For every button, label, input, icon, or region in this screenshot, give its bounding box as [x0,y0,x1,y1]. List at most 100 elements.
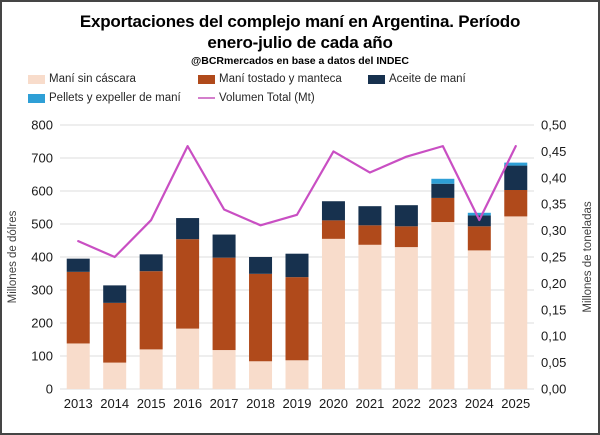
bar-segment-mani-tostado-y-manteca [467,226,491,251]
title-block: Exportaciones del complejo maní en Argen… [2,2,598,68]
bar-segment-mani-sin-cascara [212,350,236,389]
bar-2019 [285,253,309,389]
legend-label: Maní sin cáscara [49,73,136,85]
bar-segment-mani-sin-cascara [176,328,200,389]
right-axis-tick-label: 0,20 [541,276,566,291]
bar-segment-aceite-de-mani [212,234,236,258]
right-axis-title: Millones de toneladas [582,201,594,312]
chart-subtitle: @BCRmercados en base a datos del INDEC [191,55,409,67]
bar-2014 [103,285,127,389]
legend-swatch-icon [28,74,45,84]
right-axis-tick-label: 0,15 [541,302,566,317]
x-axis-tick-label: 2015 [137,396,166,411]
left-axis-tick-label: 100 [31,349,53,364]
bar-segment-mani-sin-cascara [321,238,345,389]
right-axis-tick-label: 0,25 [541,250,566,265]
legend-swatch-icon [28,93,45,103]
bar-2017 [212,234,236,389]
chart-canvas: 0 100 200 300 400 500 600 700 800 0,00 0,05 0,10 0,1… [7,118,594,412]
volume-total-line [77,145,517,259]
bar-segment-aceite-de-mani [103,285,127,303]
bar-segment-aceite-de-mani [321,201,345,221]
bar-segment-aceite-de-mani [358,206,382,226]
bar-2018 [249,257,273,389]
bar-2016 [176,218,200,389]
legend-item-mani-sin-cascara: Maní sin cáscara [28,73,136,85]
left-axis-tick-label: 200 [31,316,53,331]
right-axis-tick-label: 0,05 [541,355,566,370]
bar-segment-mani-tostado-y-manteca [103,302,127,363]
bar-2021 [358,206,382,389]
bar-segment-mani-tostado-y-manteca [504,190,528,217]
left-axis-tick-label: 0 [46,382,53,397]
legend-swatch-icon [198,74,215,84]
legend-item-pellets-y-expeller-de-mani: Pellets y expeller de maní [28,92,181,104]
bar-2025 [504,162,528,389]
legend-item-mani-tostado-y-manteca: Maní tostado y manteca [198,73,342,85]
bar-segment-mani-tostado-y-manteca [139,271,163,350]
bar-segment-aceite-de-mani [431,183,455,198]
bar-segment-pellets-y-expeller-de-mani [431,178,455,184]
x-axis-tick-label: 2017 [210,396,239,411]
right-axis-tick-label: 0,50 [541,118,566,133]
bar-segment-mani-sin-cascara [103,362,127,389]
left-axis-title: Millones de dólres [7,210,19,303]
left-axis-tick-label: 400 [31,250,53,265]
x-axis-tick-label: 2021 [355,396,384,411]
bar-segment-mani-tostado-y-manteca [176,239,200,329]
bar-2013 [66,258,90,389]
legend-label: Volumen Total (Mt) [219,92,315,104]
x-axis-tick-label: 2013 [64,396,93,411]
bar-segment-aceite-de-mani [176,218,200,240]
bar-segment-mani-tostado-y-manteca [431,197,455,223]
right-axis-tick-label: 0,35 [541,197,566,212]
bar-segment-mani-tostado-y-manteca [212,257,236,351]
left-axis-tick-label: 800 [31,118,53,133]
bar-segment-mani-sin-cascara [467,250,491,389]
left-axis-tick-label: 600 [31,184,53,199]
bar-segment-mani-sin-cascara [249,361,273,389]
legend-label: Maní tostado y manteca [219,73,342,85]
legend-item-volumen-total-mt: Volumen Total (Mt) [198,92,315,104]
bar-segment-aceite-de-mani [504,165,528,191]
bar-segment-mani-sin-cascara [431,222,455,389]
left-axis-tick-label: 300 [31,283,53,298]
bar-2022 [394,205,418,389]
legend-label: Pellets y expeller de maní [49,92,181,104]
bar-segment-pellets-y-expeller-de-mani [504,162,528,166]
bar-segment-aceite-de-mani [66,258,90,272]
bar-segment-mani-sin-cascara [66,343,90,389]
bar-segment-pellets-y-expeller-de-mani [467,212,491,216]
bar-2015 [139,254,163,389]
x-axis-tick-label: 2014 [100,396,129,411]
legend-line-icon [198,96,215,100]
bar-segment-aceite-de-mani [249,257,273,274]
bar-segment-mani-sin-cascara [394,247,418,389]
bar-segment-mani-tostado-y-manteca [285,277,309,361]
bar-2020 [321,201,345,389]
left-axis-tick-label: 500 [31,217,53,232]
bar-segment-mani-sin-cascara [285,360,309,389]
x-axis-tick-label: 2020 [319,396,348,411]
chart-title-line2: enero-julio de cada año [207,33,393,52]
legend-swatch-icon [368,74,385,84]
bar-2023 [431,178,455,389]
right-axis-tick-label: 0,45 [541,144,566,159]
x-axis-tick-label: 2019 [283,396,312,411]
left-axis-tick-label: 700 [31,151,53,166]
chart-title-line1: Exportaciones del complejo maní en Argen… [79,12,521,31]
bar-segment-mani-tostado-y-manteca [358,225,382,245]
bar-segment-aceite-de-mani [394,205,418,227]
bar-segment-mani-tostado-y-manteca [321,220,345,239]
bar-segment-aceite-de-mani [139,254,163,272]
x-axis-tick-label: 2016 [173,396,202,411]
bar-segment-mani-tostado-y-manteca [394,226,418,248]
x-axis-tick-label: 2025 [501,396,530,411]
x-axis-tick-label: 2024 [465,396,494,411]
legend-label: Aceite de maní [389,73,466,85]
right-axis-tick-label: 0,10 [541,329,566,344]
bar-segment-mani-sin-cascara [139,349,163,389]
bar-segment-mani-tostado-y-manteca [249,273,273,362]
chart-legend: Maní sin cáscara Maní tostado y manteca Ac… [2,73,598,111]
